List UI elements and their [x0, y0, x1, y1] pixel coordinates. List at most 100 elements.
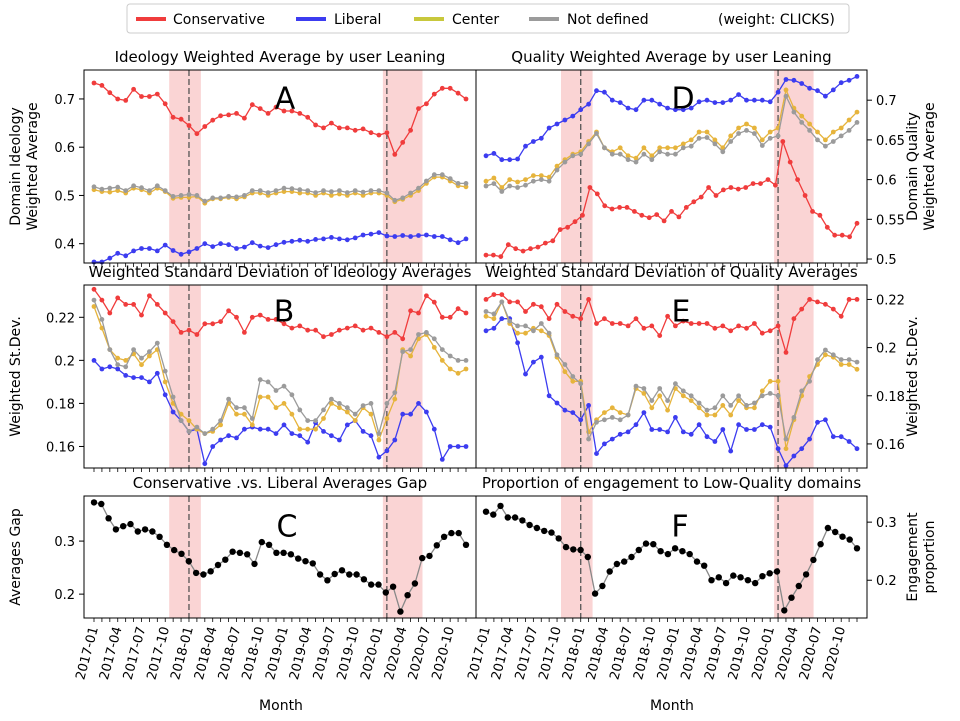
- data-point: [400, 411, 406, 417]
- data-point: [265, 245, 271, 251]
- data-point: [758, 181, 763, 187]
- data-point: [823, 417, 828, 423]
- data-point: [289, 186, 295, 192]
- data-point: [609, 405, 615, 411]
- data-point: [404, 592, 411, 599]
- data-point: [654, 212, 660, 218]
- data-point: [131, 183, 137, 189]
- data-point: [98, 500, 105, 508]
- data-point: [815, 357, 820, 362]
- data-point: [234, 435, 239, 441]
- data-point: [815, 137, 820, 143]
- data-point: [523, 182, 528, 188]
- data-point: [737, 574, 744, 581]
- data-point: [178, 418, 184, 423]
- panel-D: 0.5 0.55 0.6 0.65 0.7 Quality Weighted Averag…: [475, 48, 938, 268]
- data-point: [141, 526, 149, 533]
- data-point: [641, 391, 647, 396]
- data-point: [839, 232, 845, 238]
- data-point: [504, 514, 511, 521]
- data-point: [344, 409, 350, 415]
- data-point: [775, 378, 781, 384]
- data-point: [463, 444, 469, 449]
- data-point: [490, 511, 497, 518]
- data-point: [313, 426, 318, 432]
- data-point: [728, 448, 734, 454]
- data-point: [665, 313, 670, 319]
- data-point: [799, 113, 805, 119]
- data-point: [649, 427, 655, 432]
- data-point: [744, 121, 749, 127]
- data-point: [704, 321, 710, 326]
- data-point: [767, 424, 773, 430]
- data-point: [499, 316, 505, 322]
- data-point: [838, 133, 844, 139]
- data-point: [321, 236, 326, 242]
- data-point: [99, 297, 105, 303]
- data-point: [408, 347, 413, 352]
- data-point: [577, 546, 584, 554]
- data-point: [289, 411, 295, 417]
- panel-A: 0.4 0.5 0.6 0.7 Ideology Weighted Average by…: [8, 48, 477, 267]
- data-point: [511, 514, 519, 521]
- data-point: [447, 314, 453, 320]
- data-point: [123, 188, 129, 194]
- data-point: [657, 333, 663, 338]
- data-point: [376, 230, 382, 236]
- data-point: [384, 334, 390, 340]
- data-point: [641, 151, 647, 157]
- data-point: [455, 358, 461, 363]
- data-point: [602, 410, 607, 415]
- data-point: [400, 349, 406, 355]
- data-point: [680, 429, 686, 435]
- panel-title-E: Weighted Standard Deviation of Quality A…: [485, 263, 857, 281]
- data-point: [91, 184, 97, 190]
- data-point: [242, 244, 247, 250]
- data-point: [455, 181, 461, 186]
- data-point: [507, 299, 513, 305]
- data-point: [621, 558, 628, 565]
- data-point: [376, 188, 382, 194]
- data-point: [123, 364, 129, 370]
- y-tick-label: 0.6: [54, 141, 75, 156]
- data-point: [846, 439, 852, 444]
- data-point: [170, 248, 176, 253]
- data-point: [162, 392, 168, 398]
- data-point: [329, 332, 334, 337]
- data-point: [515, 156, 520, 162]
- data-point: [570, 313, 576, 319]
- data-point: [752, 97, 757, 103]
- data-point: [519, 517, 526, 524]
- data-point: [815, 419, 820, 425]
- data-point: [759, 422, 765, 428]
- data-point: [823, 352, 828, 358]
- data-point: [728, 412, 734, 418]
- data-point: [249, 188, 255, 194]
- data-point: [791, 77, 797, 83]
- data-point: [91, 286, 97, 292]
- data-point: [249, 314, 255, 320]
- data-point: [131, 86, 137, 92]
- data-point: [824, 224, 830, 230]
- data-point: [562, 117, 568, 123]
- data-point: [115, 366, 121, 372]
- data-point: [515, 330, 520, 336]
- data-point: [321, 188, 326, 194]
- data-point: [783, 463, 789, 468]
- data-point: [736, 125, 741, 131]
- data-point: [515, 185, 520, 190]
- data-point: [115, 96, 121, 102]
- data-point: [680, 145, 686, 151]
- data-point: [337, 236, 342, 242]
- data-point: [557, 227, 563, 233]
- data-point: [562, 309, 568, 314]
- data-point: [693, 558, 701, 565]
- data-point: [392, 152, 398, 157]
- panel-letter-A: A: [275, 82, 296, 117]
- data-point: [846, 357, 852, 362]
- data-point: [338, 567, 346, 574]
- shaded-period-2: [382, 70, 423, 263]
- data-point: [447, 444, 453, 449]
- data-point: [759, 137, 765, 143]
- data-point: [210, 117, 216, 123]
